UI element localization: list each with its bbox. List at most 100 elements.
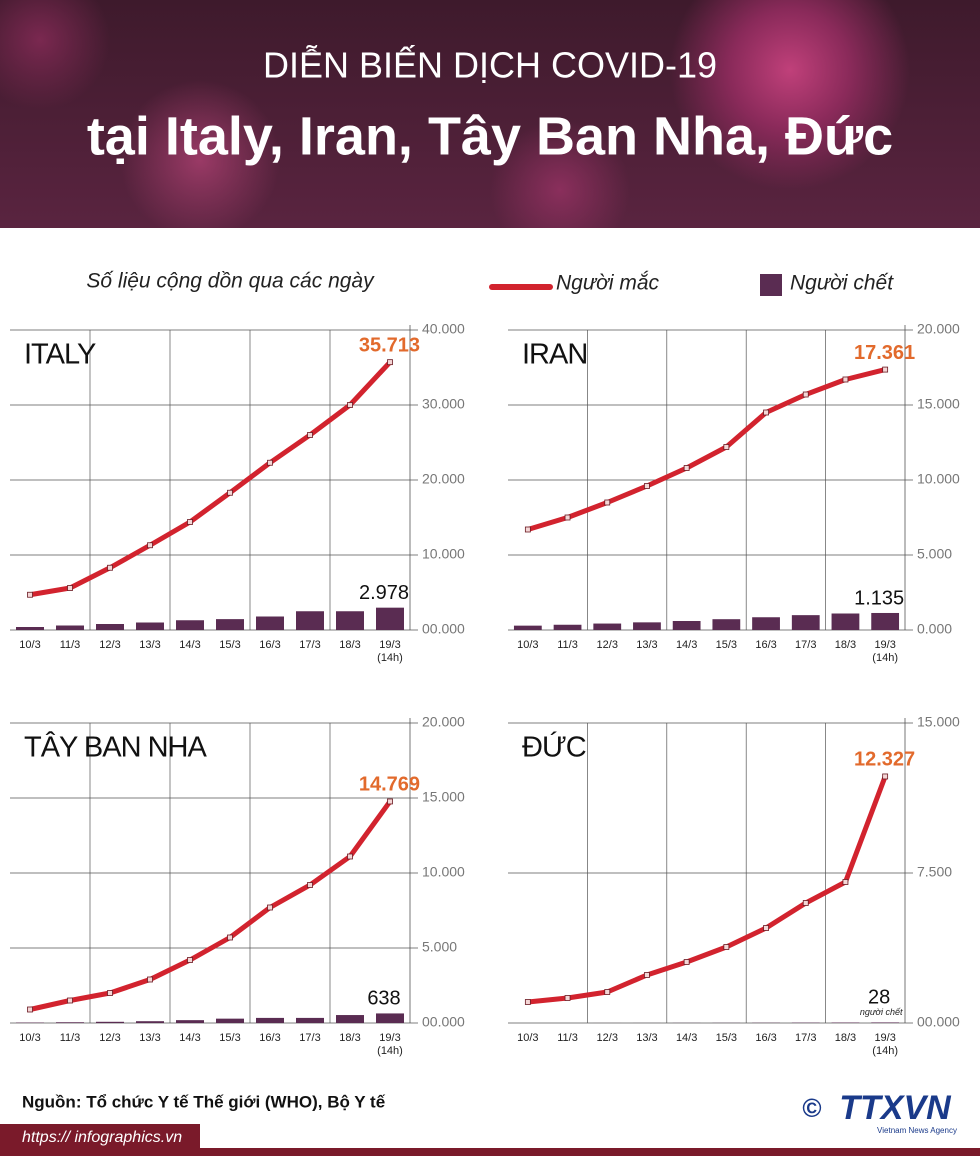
point-marker [347, 853, 353, 860]
point-marker [67, 585, 73, 591]
line-value-label: 17.361 [854, 342, 915, 364]
x-tick-label: 11/3 [557, 1032, 578, 1044]
x-tick-label: 17/3 [299, 639, 320, 651]
y-tick-label: 20.000 [422, 471, 465, 487]
point-marker [763, 925, 769, 931]
bar [216, 619, 244, 630]
point-marker [67, 997, 73, 1004]
bar [513, 625, 542, 630]
point-marker [644, 483, 650, 489]
x-tick-label: 12/3 [597, 639, 618, 651]
y-tick-label: 10.000 [422, 546, 465, 562]
x-tick-label: 16/3 [259, 639, 280, 651]
x-tick-label: 10/3 [19, 1032, 40, 1044]
point-marker [723, 444, 730, 450]
case-line [525, 367, 888, 532]
x-tick-label: 14/3 [676, 639, 697, 651]
point-marker [763, 409, 769, 416]
chart-title: ĐỨC [522, 731, 586, 764]
point-marker [147, 976, 153, 983]
x-tick-note: (14h) [872, 652, 898, 664]
legend-label: Người mắc [556, 272, 660, 295]
x-tick-label: 19/3 [874, 1032, 895, 1044]
x-tick-label: 12/3 [99, 639, 120, 651]
point-marker [723, 944, 730, 950]
legend-label: Người chết [790, 272, 894, 295]
bar [593, 623, 622, 630]
point-marker [524, 526, 531, 533]
bar [56, 1022, 84, 1023]
x-tick-label: 18/3 [339, 639, 360, 651]
point-marker [227, 934, 233, 941]
point-marker [387, 798, 393, 805]
x-tick-label: 16/3 [755, 639, 776, 651]
y-tick-label: 5.000 [422, 939, 457, 955]
x-tick-label: 16/3 [755, 1032, 776, 1044]
bar [56, 625, 84, 630]
x-tick-label: 13/3 [636, 1032, 657, 1044]
bar [871, 612, 900, 630]
point-marker [882, 773, 889, 780]
header-banner [0, 0, 980, 228]
point-marker [683, 465, 690, 471]
chart-title: TÂY BAN NHA [24, 731, 208, 764]
x-tick-note: (14h) [377, 652, 403, 664]
y-tick-label: 15.000 [917, 714, 960, 730]
x-tick-label: 12/3 [597, 1032, 618, 1044]
x-tick-label: 16/3 [259, 1032, 280, 1044]
x-tick-label: 12/3 [99, 1032, 120, 1044]
bar [16, 627, 44, 630]
point-marker [387, 359, 393, 366]
bar [296, 1017, 324, 1023]
x-tick-label: 13/3 [636, 639, 657, 651]
line-value-label: 14.769 [359, 774, 420, 796]
x-tick-note: (14h) [377, 1045, 403, 1057]
x-tick-label: 10/3 [517, 639, 538, 651]
x-tick-label: 15/3 [219, 1032, 240, 1044]
case-line [525, 773, 888, 1005]
bar [633, 622, 661, 630]
x-tick-label: 14/3 [179, 1032, 200, 1044]
x-tick-label: 19/3 [379, 1032, 400, 1044]
x-tick-label: 19/3 [379, 639, 400, 651]
source: Nguồn: Tổ chức Y tế Thế giới (WHO), Bộ Y… [22, 1092, 386, 1111]
bar [136, 622, 164, 630]
point-marker [307, 432, 313, 438]
point-marker [267, 904, 273, 911]
x-tick-label: 19/3 [874, 639, 895, 651]
logo: TTXVN [839, 1089, 952, 1127]
y-tick-label: 00.000 [422, 1014, 465, 1030]
x-tick-label: 11/3 [60, 1032, 81, 1044]
x-tick-label: 14/3 [676, 1032, 697, 1044]
bar [376, 607, 404, 630]
bottom-band [0, 1148, 980, 1156]
y-tick-label: 15.000 [422, 789, 465, 805]
title-line2: tại Italy, Iran, Tây Ban Nha, Đức [87, 106, 893, 166]
bar-value-label: 1.135 [854, 587, 904, 609]
bar [871, 1022, 900, 1023]
x-tick-label: 14/3 [179, 639, 200, 651]
copyright: © [802, 1093, 821, 1123]
logo-sub: Vietnam News Agency [877, 1126, 957, 1135]
point-marker [604, 499, 611, 506]
y-tick-label: 00.000 [422, 621, 465, 637]
y-tick-label: 15.000 [917, 396, 960, 412]
bar [712, 619, 741, 630]
bar [336, 1015, 364, 1023]
bar [376, 1013, 404, 1023]
y-tick-label: 0.000 [917, 621, 952, 637]
bar [256, 1017, 284, 1023]
point-marker [347, 402, 353, 408]
point-marker [802, 391, 809, 398]
bar [296, 611, 324, 630]
y-tick-label: 00.000 [917, 1014, 960, 1030]
x-tick-label: 15/3 [219, 639, 240, 651]
x-tick-label: 13/3 [139, 1032, 160, 1044]
point-marker [683, 959, 690, 965]
point-marker [802, 900, 809, 906]
url: https:// infographics.vn [22, 1129, 182, 1146]
point-marker [564, 995, 571, 1001]
y-tick-label: 20.000 [917, 321, 960, 337]
point-marker [187, 519, 193, 525]
